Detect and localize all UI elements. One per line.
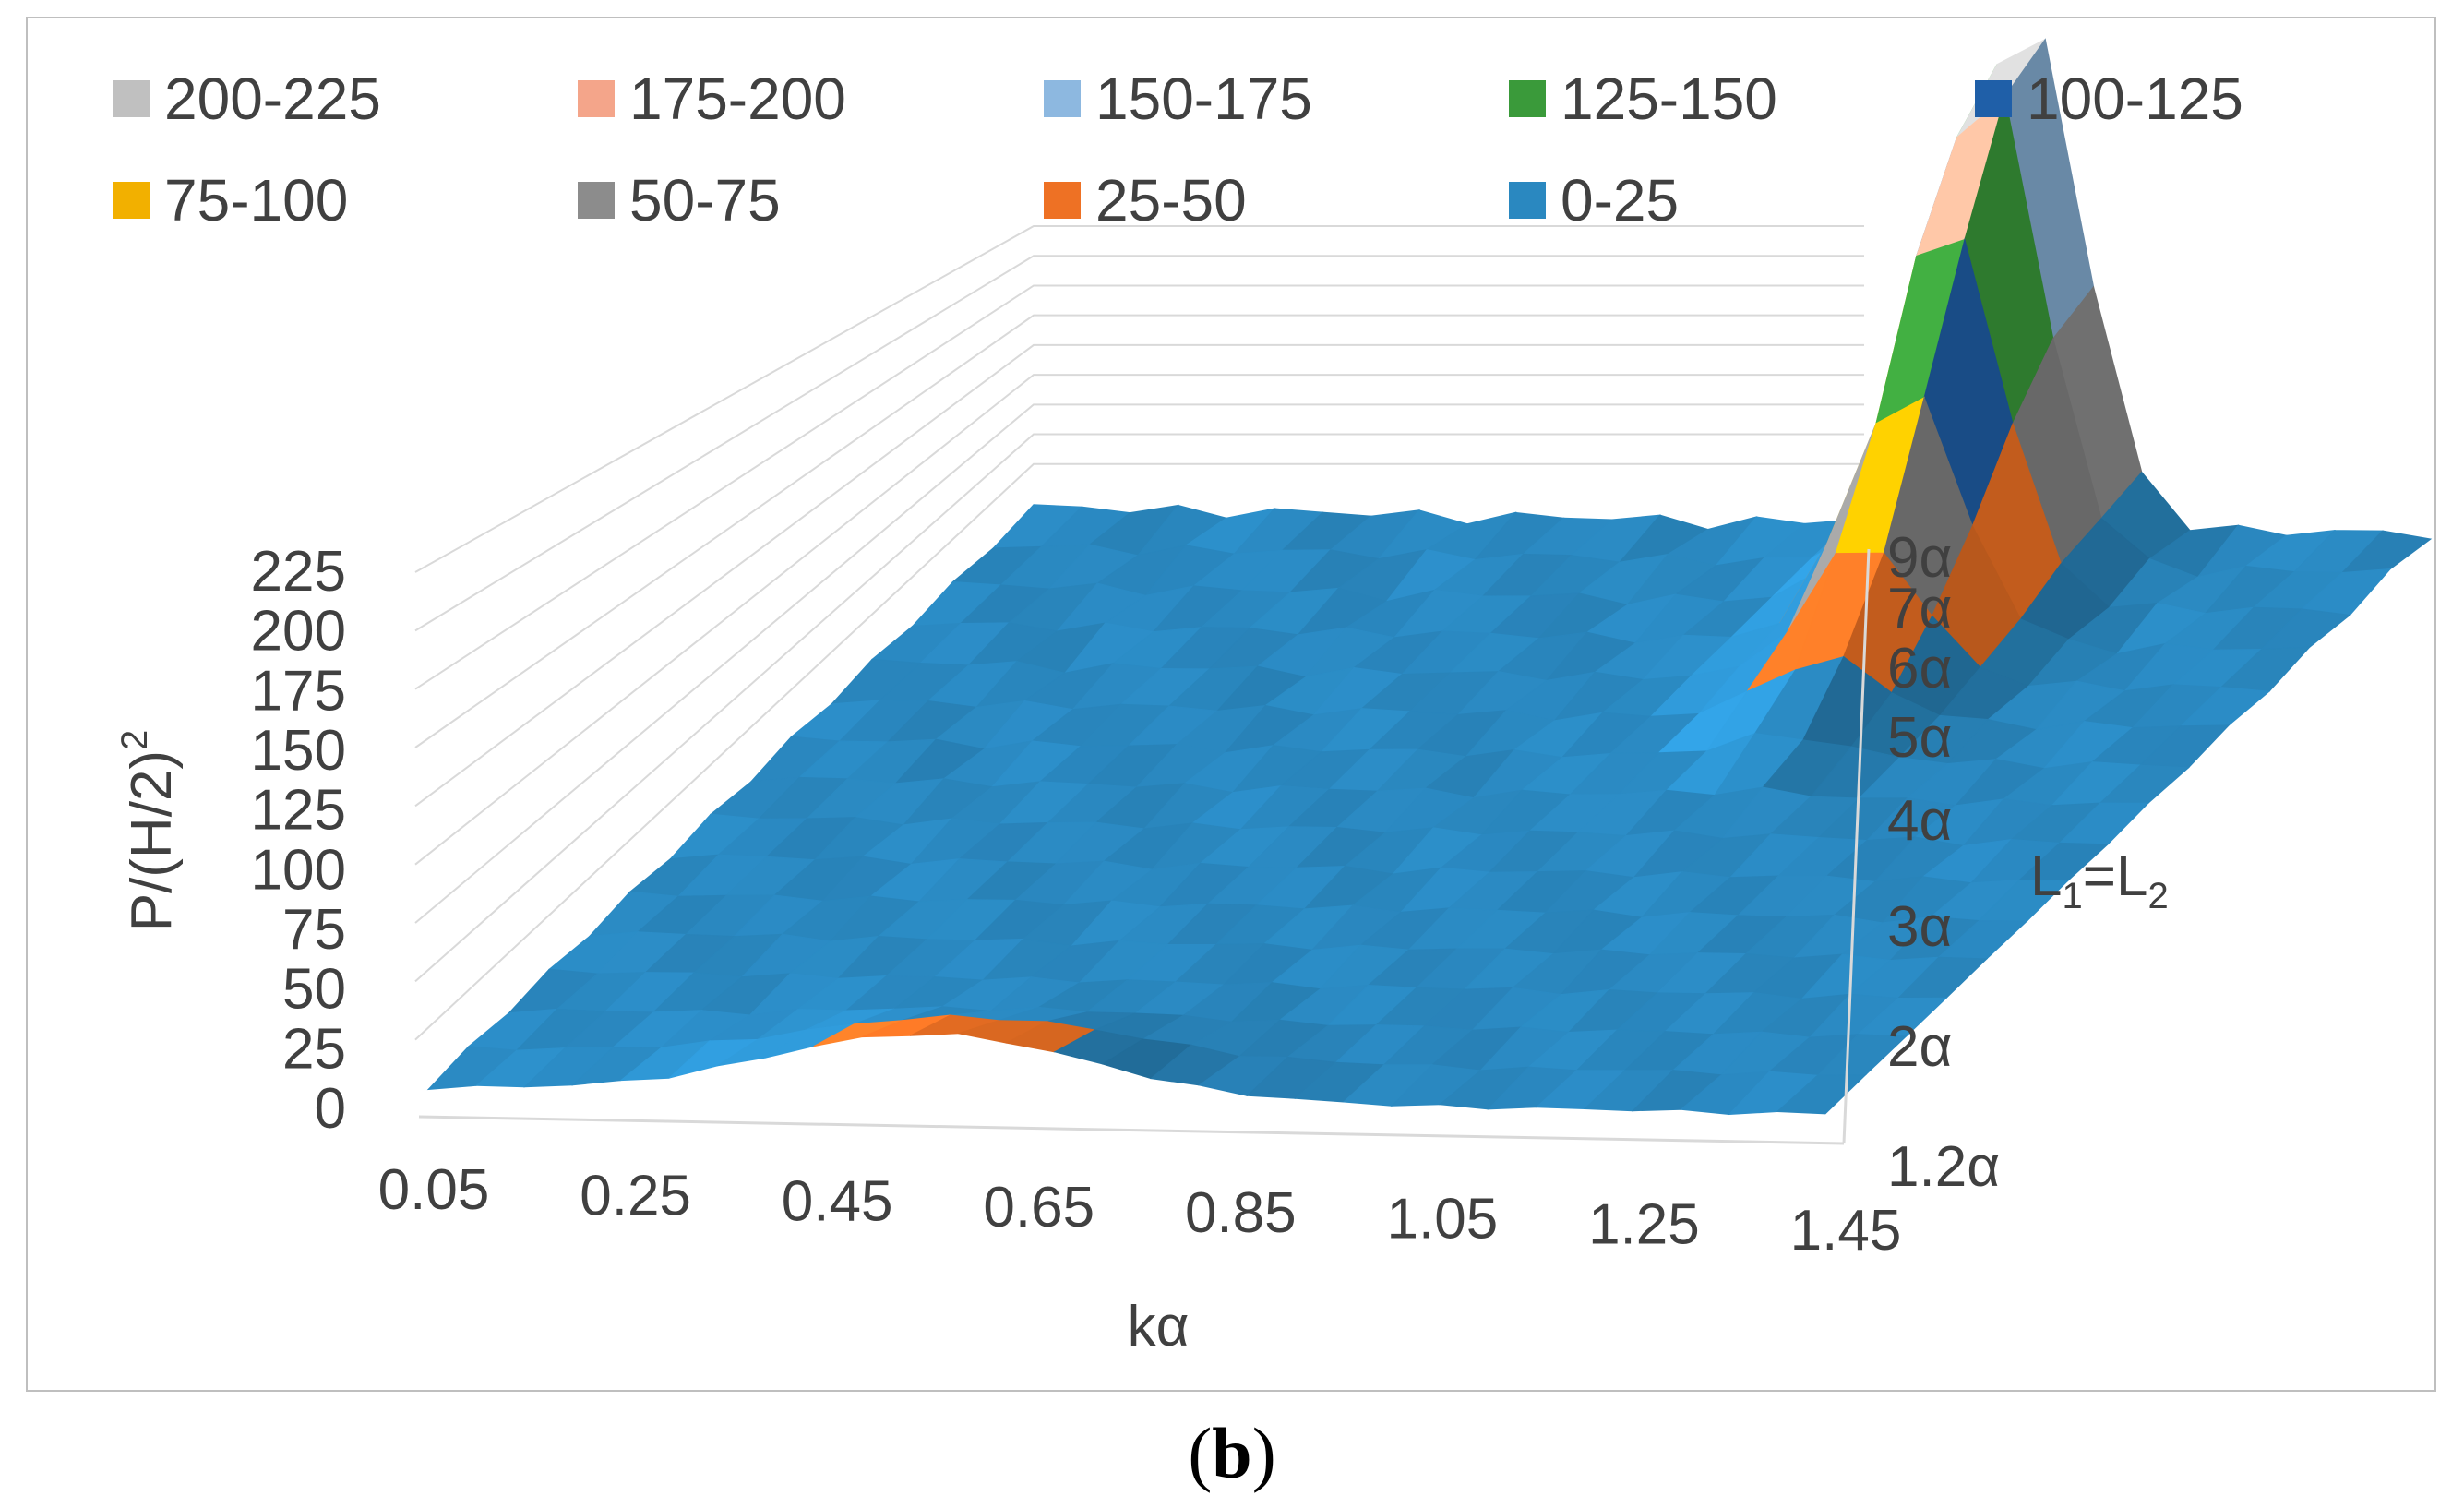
x-tick-label: 0.85 [1185,1181,1297,1245]
x-tick-label: 1.25 [1588,1193,1700,1257]
legend: 200-225 175-200 150-175 125-150 100-125 75-10… [113,66,2243,233]
figure-caption: (b) [1188,1413,1276,1493]
axes: 0.05 0.25 0.45 0.65 0.85 1.05 1.25 1.451.2α 2α 3α… [114,526,2169,1358]
legend-label: 200-225 [164,66,381,132]
z-tick-label: 50 [282,958,346,1022]
z-tick-label: 0 [315,1077,346,1141]
gridline [414,314,1864,748]
z-tick-label: 175 [251,659,346,723]
y-axis-line [1842,548,1871,1144]
gridline [414,374,1864,866]
gridline [414,284,1864,690]
gridline [414,433,1864,983]
gridlines [414,225,1864,1041]
caption-letter: b [1212,1413,1252,1493]
legend-swatch [1044,80,1081,117]
legend-swatch [578,182,615,219]
z-tick-label: 75 [282,898,346,962]
z-axis-title: P/(H/2)2 [114,730,184,932]
x-tick-label: 1.05 [1387,1187,1499,1251]
y-tick-label: 9α [1887,526,1952,590]
x-tick-label: 0.25 [580,1164,691,1227]
y-tick-label: 4α [1887,789,1952,853]
x-tick-label: 1.45 [1790,1199,1902,1263]
y-tick-label: 1.2α [1887,1135,2000,1199]
surface-plot [426,38,2433,1116]
z-tick-label: 200 [251,600,346,664]
y-tick-label: 6α [1887,637,1952,700]
x-tick-label: 0.65 [983,1176,1094,1239]
surface-facet [1776,1074,1867,1115]
legend-label: 125-150 [1561,66,1777,132]
legend-swatch [113,80,150,117]
x-tick-label: 0.05 [378,1158,490,1222]
legend-label: 75-100 [164,167,348,233]
gridline [414,343,1864,808]
x-axis-line [418,1115,1845,1145]
y-tick-label: 2α [1887,1015,1952,1079]
z-tick-label: 25 [282,1017,346,1081]
y-tick-label: 7α [1887,577,1952,640]
legend-label: 100-125 [2027,66,2243,132]
y-tick-label: 3α [1887,895,1952,959]
legend-label: 0-25 [1561,167,1679,233]
z-tick-label: 225 [251,540,346,604]
legend-swatch [1044,182,1081,219]
gridline [414,255,1864,632]
legend-swatch [578,80,615,117]
legend-label: 150-175 [1095,66,1312,132]
legend-swatch [113,182,150,219]
x-axis-title: kα [1128,1295,1190,1358]
y-tick-label: 5α [1887,706,1952,770]
y-axis-title: L1=L2 [2030,844,2169,916]
legend-label: 175-200 [629,66,846,132]
chart-frame: 0.05 0.25 0.45 0.65 0.85 1.05 1.25 1.45 1.2α 2α 3α… [26,17,2436,1392]
x-tick-label: 0.45 [782,1170,893,1234]
z-tick-label: 100 [251,838,346,902]
legend-label: 50-75 [629,167,781,233]
z-tick-label: 150 [251,719,346,783]
legend-swatch [1509,182,1546,219]
legend-swatch [1975,80,2012,117]
legend-label: 25-50 [1095,167,1247,233]
gridline [414,225,1864,573]
gridline [414,403,1864,924]
gridline [414,462,1864,1041]
legend-swatch [1509,80,1546,117]
surface-chart: 0.05 0.25 0.45 0.65 0.85 1.05 1.25 1.451.2α 2α 3α… [113,38,2433,1358]
z-tick-label: 125 [251,779,346,843]
